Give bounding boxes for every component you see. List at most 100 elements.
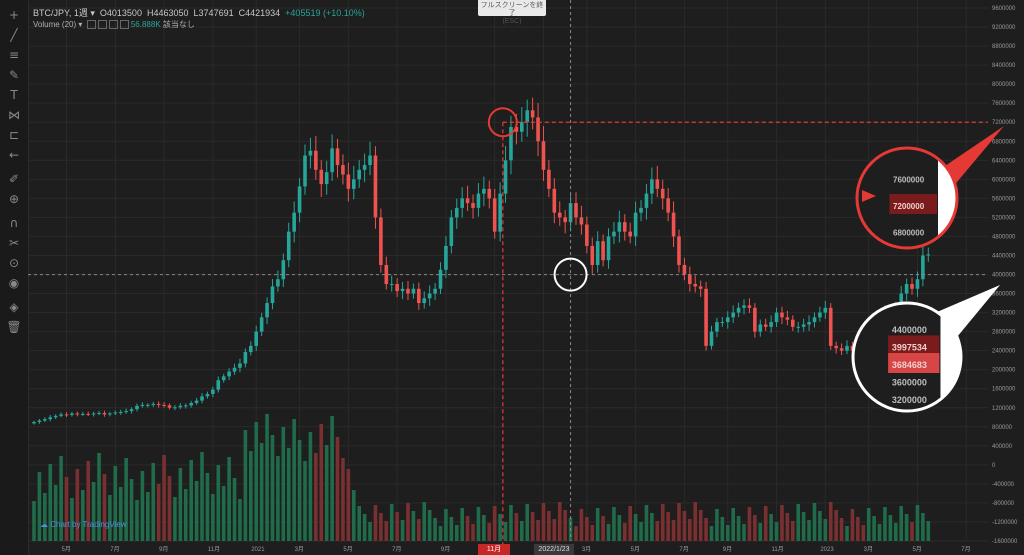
- candle-body: [509, 126, 513, 161]
- volume-bar: [146, 492, 150, 541]
- candle-body: [628, 231, 632, 237]
- fib-icon[interactable]: ≡: [8, 48, 20, 62]
- volume-bar: [904, 514, 909, 541]
- volume-bar: [129, 479, 134, 541]
- volume-bar: [720, 517, 725, 541]
- price-tick-label: 5600000: [992, 196, 1016, 202]
- candle-body: [693, 284, 698, 287]
- volume-bar: [319, 424, 324, 541]
- candle-body: [796, 326, 801, 328]
- symbol-label[interactable]: BTC/JPY, 1週: [33, 8, 88, 18]
- more-icon[interactable]: [119, 20, 129, 30]
- volume-bar: [845, 526, 849, 541]
- lock-icon[interactable]: ⊙: [8, 256, 20, 270]
- candle-body: [373, 155, 378, 218]
- volume-bar: [921, 513, 925, 541]
- time-tick-label: 7月: [392, 546, 401, 553]
- volume-bar: [872, 516, 876, 541]
- volume-bar: [140, 471, 145, 541]
- volume-bar: [276, 456, 280, 541]
- layers-icon[interactable]: ◈: [9, 300, 19, 314]
- eye-icon[interactable]: ◉: [8, 276, 20, 290]
- volume-bar: [883, 507, 887, 541]
- zoom-top-label: 7200000: [893, 202, 925, 211]
- volume-bar: [249, 451, 253, 541]
- price-tick-label: 0: [992, 463, 996, 469]
- time-tick-label: 5月: [343, 546, 352, 553]
- candle-body: [552, 188, 557, 213]
- candle-body: [704, 288, 708, 346]
- candle-body: [129, 409, 134, 412]
- candle-body: [395, 284, 399, 292]
- candle-body: [189, 402, 193, 406]
- candle-body: [91, 413, 96, 415]
- close-icon[interactable]: [108, 20, 118, 30]
- volume-label[interactable]: Volume (20): [33, 20, 77, 29]
- candle-body: [64, 414, 69, 416]
- volume-bar: [503, 522, 508, 541]
- candle-body: [482, 188, 486, 194]
- brush-icon[interactable]: ✎: [8, 68, 20, 82]
- back-arrow-icon[interactable]: ←: [8, 148, 20, 162]
- volume-bar: [763, 506, 768, 541]
- ruler-icon[interactable]: ⊏: [8, 128, 20, 142]
- tradingview-branding[interactable]: ☁ Chart by TradingView: [40, 520, 127, 529]
- time-tick-label: 11月: [772, 546, 784, 553]
- volume-bar: [368, 522, 372, 541]
- candle-body: [536, 117, 540, 142]
- crosshair-icon[interactable]: +: [8, 8, 20, 22]
- lock-draw-icon[interactable]: ✂: [8, 236, 20, 250]
- price-tick-label: 6800000: [992, 139, 1016, 145]
- candle-body: [314, 150, 318, 170]
- candle-body: [48, 417, 53, 420]
- candle-body: [341, 165, 345, 175]
- volume-bar: [482, 515, 486, 541]
- volume-bar: [454, 525, 459, 541]
- candle-body: [926, 254, 931, 256]
- candle-body: [454, 207, 459, 218]
- pattern-icon[interactable]: ⋈: [8, 108, 20, 122]
- volume-bar: [682, 511, 687, 541]
- volume-bar: [888, 515, 893, 541]
- candle-body: [617, 222, 622, 232]
- volume-bar: [563, 510, 567, 541]
- volume-bar: [509, 505, 513, 541]
- time-tick-label: 3月: [864, 546, 873, 553]
- price-tick-label: 2400000: [992, 349, 1016, 355]
- volume-bar: [655, 521, 660, 541]
- candle-body: [227, 371, 231, 377]
- magnet-icon[interactable]: ∩: [9, 216, 19, 230]
- candle-body: [286, 231, 291, 261]
- time-axis[interactable]: 5月7月9月11月20213月5月7月9月11月20223月5月7月9月11月2…: [62, 546, 971, 553]
- volume-bar: [97, 453, 101, 541]
- volume-bar: [173, 497, 177, 541]
- candle-body: [644, 193, 649, 208]
- candle-body: [525, 110, 530, 123]
- volume-bar: [162, 455, 166, 541]
- pencil-icon[interactable]: ✐: [8, 172, 20, 186]
- volume-bar: [48, 464, 53, 541]
- candle-body: [595, 241, 600, 265]
- price-chart[interactable]: 7200000 3997534 3684683 9600000 9200000 8800…: [28, 0, 1024, 555]
- candle-body: [97, 412, 101, 414]
- volume-bar: [232, 478, 237, 541]
- text-icon[interactable]: T: [10, 88, 18, 102]
- eye-toggle-icon[interactable]: [86, 20, 96, 30]
- candle-body: [601, 241, 605, 261]
- trend-line-icon[interactable]: ╱: [10, 28, 18, 42]
- price-axis[interactable]: 9600000920000088000008400000800000076000…: [988, 0, 1024, 555]
- volume-bar: [362, 514, 367, 541]
- price-tick-label: 1200000: [992, 406, 1016, 412]
- zoom-top-label: 6800000: [893, 229, 925, 238]
- zoom-icon[interactable]: ⊕: [8, 192, 20, 206]
- candle-body: [259, 317, 264, 332]
- volume-bar: [194, 481, 199, 541]
- volume-bar: [286, 448, 291, 541]
- zoom-top-arrow: [862, 190, 876, 202]
- trash-icon[interactable]: 🗑: [6, 320, 22, 334]
- price-tick-label: 9600000: [992, 6, 1016, 12]
- settings-icon[interactable]: [97, 20, 107, 30]
- volume-bar: [444, 509, 448, 541]
- fullscreen-tooltip: フルスクリーンを終了 (ESC): [478, 0, 546, 25]
- candle-body: [547, 169, 551, 189]
